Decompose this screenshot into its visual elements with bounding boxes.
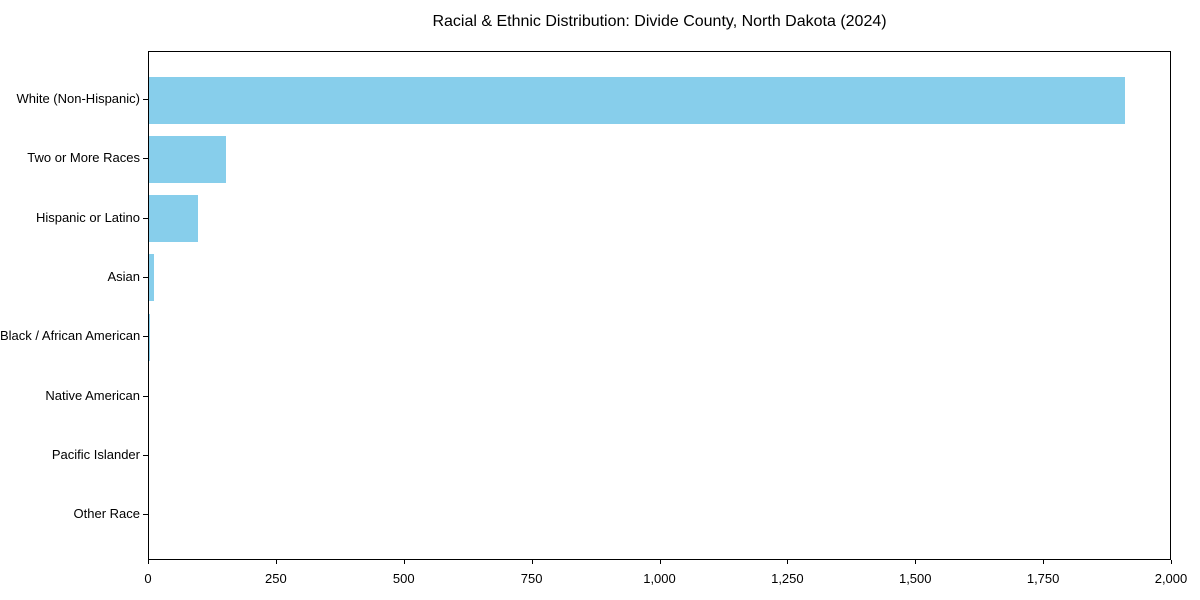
y-tick-mark (143, 158, 148, 160)
bar-two-or-more-races (149, 135, 226, 183)
plot-area (148, 51, 1171, 560)
y-tick-mark (143, 454, 148, 456)
y-tick-label: Black / African American (0, 328, 141, 344)
x-tick-mark (275, 560, 277, 564)
x-tick-label: 250 (265, 571, 287, 586)
bar-white-non-hispanic (149, 76, 1126, 124)
x-tick-mark (403, 560, 405, 564)
x-tick-mark (915, 560, 917, 564)
x-tick-label: 1,500 (898, 571, 932, 586)
y-tick-mark (143, 99, 148, 100)
chart-title: Racial & Ethnic Distribution: Divide Cou… (432, 13, 887, 30)
y-tick-mark (143, 514, 148, 516)
x-tick-mark (1043, 560, 1045, 564)
y-tick-mark (143, 395, 148, 397)
y-tick-label: Two or More Races (27, 150, 140, 166)
x-tick-mark (1171, 560, 1172, 564)
y-tick-label: White (Non-Hispanic) (16, 91, 140, 106)
y-tick-label: Asian (107, 268, 140, 284)
y-tick-label: Pacific Islander (51, 446, 140, 462)
x-tick-mark (659, 560, 661, 564)
y-tick-label: Hispanic or Latino (35, 209, 140, 225)
x-tick-label: 0 (144, 571, 152, 586)
y-tick-label: Native American (45, 387, 140, 403)
y-tick-mark (143, 276, 148, 278)
x-tick-label: 1,750 (1026, 571, 1060, 586)
bar-hispanic-or-latino (149, 195, 199, 243)
y-tick-mark (143, 217, 148, 219)
x-tick-label: 500 (392, 571, 415, 586)
x-tick-mark (787, 560, 789, 564)
y-tick-mark (143, 336, 148, 338)
x-tick-mark (531, 560, 533, 564)
x-tick-label: 2,000 (1154, 571, 1188, 586)
x-tick-label: 1,250 (771, 571, 804, 586)
x-tick-label: 1,000 (643, 571, 676, 586)
bar-black-african-american (149, 313, 151, 361)
bar-asian (149, 254, 155, 302)
y-tick-label: Other Race (73, 506, 140, 522)
x-tick-mark (148, 560, 149, 564)
x-tick-label: 750 (520, 571, 543, 586)
